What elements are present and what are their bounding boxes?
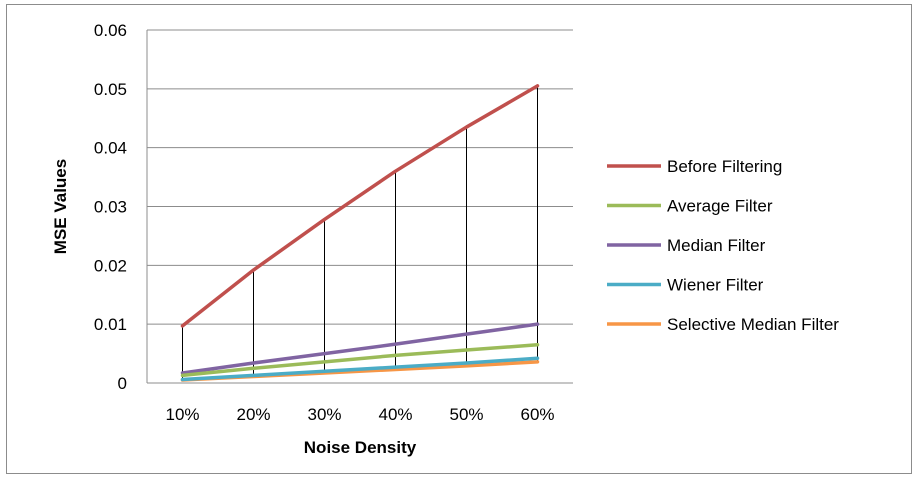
series-line-3 xyxy=(180,356,540,382)
chart-frame xyxy=(6,4,912,474)
y-tick-label: 0.06 xyxy=(94,21,127,40)
y-tick-labels: 0 0.01 0.02 0.03 0.04 0.05 0.06 xyxy=(94,21,127,393)
series-lines xyxy=(180,84,540,382)
x-tick-label: 60% xyxy=(520,405,554,424)
legend-label: Wiener Filter xyxy=(667,276,764,295)
x-tick-label: 10% xyxy=(165,405,199,424)
legend-label: Before Filtering xyxy=(667,157,782,176)
y-tick-label: 0.04 xyxy=(94,139,127,158)
legend: Before Filtering Average Filter Median Fil… xyxy=(607,157,839,334)
x-tick-labels: 10% 20% 30% 40% 50% 60% xyxy=(165,405,554,424)
series-line-0 xyxy=(180,84,540,328)
y-axis-title: MSE Values xyxy=(51,159,70,254)
y-tick-label: 0.01 xyxy=(94,315,127,334)
x-tick-label: 50% xyxy=(449,405,483,424)
x-tick-label: 20% xyxy=(236,405,270,424)
gridlines xyxy=(147,29,573,325)
y-tick-label: 0 xyxy=(118,374,127,393)
x-axis-title: Noise Density xyxy=(304,438,417,457)
y-tick-label: 0.02 xyxy=(94,256,127,275)
legend-label: Median Filter xyxy=(667,236,766,255)
series-line-2 xyxy=(180,322,540,375)
y-tick-label: 0.05 xyxy=(94,80,127,99)
legend-label: Selective Median Filter xyxy=(667,315,839,334)
drop-lines xyxy=(182,85,538,381)
y-tick-label: 0.03 xyxy=(94,198,127,217)
x-tick-label: 30% xyxy=(307,405,341,424)
x-tick-label: 40% xyxy=(378,405,412,424)
legend-label: Average Filter xyxy=(667,197,773,216)
axes xyxy=(146,30,573,384)
series-line-1 xyxy=(180,343,540,378)
